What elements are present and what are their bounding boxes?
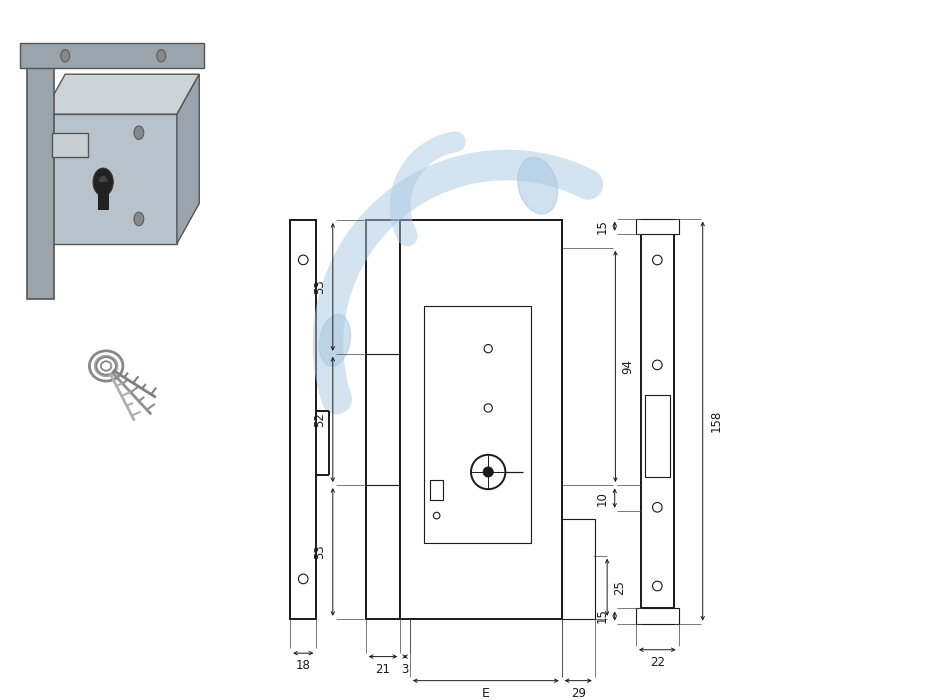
Bar xyxy=(641,234,674,608)
Ellipse shape xyxy=(319,314,350,366)
Circle shape xyxy=(61,50,70,62)
Text: 158: 158 xyxy=(709,410,722,432)
Bar xyxy=(366,220,400,619)
Text: 94: 94 xyxy=(622,359,635,374)
Bar xyxy=(425,306,531,543)
Polygon shape xyxy=(20,43,204,68)
Bar xyxy=(636,608,679,624)
Bar xyxy=(400,220,561,619)
Text: 29: 29 xyxy=(571,687,586,700)
Text: 52: 52 xyxy=(314,412,327,427)
Circle shape xyxy=(134,212,143,225)
Polygon shape xyxy=(27,52,54,299)
Polygon shape xyxy=(98,182,109,210)
Circle shape xyxy=(134,126,143,139)
Text: 53: 53 xyxy=(314,279,327,294)
Text: 21: 21 xyxy=(375,663,390,676)
Bar xyxy=(561,519,595,619)
Text: 53: 53 xyxy=(314,545,327,559)
Circle shape xyxy=(99,176,108,188)
Bar xyxy=(430,480,443,500)
Polygon shape xyxy=(52,133,88,158)
Polygon shape xyxy=(43,114,177,244)
Bar xyxy=(290,220,317,619)
Text: 15: 15 xyxy=(596,608,609,624)
Text: 3: 3 xyxy=(401,663,409,676)
Polygon shape xyxy=(43,74,199,114)
Circle shape xyxy=(93,168,114,196)
Text: 15: 15 xyxy=(596,219,609,234)
Bar xyxy=(636,218,679,234)
Circle shape xyxy=(156,50,166,62)
Ellipse shape xyxy=(518,158,558,214)
Text: 22: 22 xyxy=(650,656,665,669)
Text: 25: 25 xyxy=(614,580,627,595)
Text: E: E xyxy=(482,687,490,700)
Text: 10: 10 xyxy=(596,491,609,505)
Circle shape xyxy=(483,467,493,477)
Text: 18: 18 xyxy=(296,659,311,672)
Bar xyxy=(645,395,669,477)
Polygon shape xyxy=(177,74,199,244)
